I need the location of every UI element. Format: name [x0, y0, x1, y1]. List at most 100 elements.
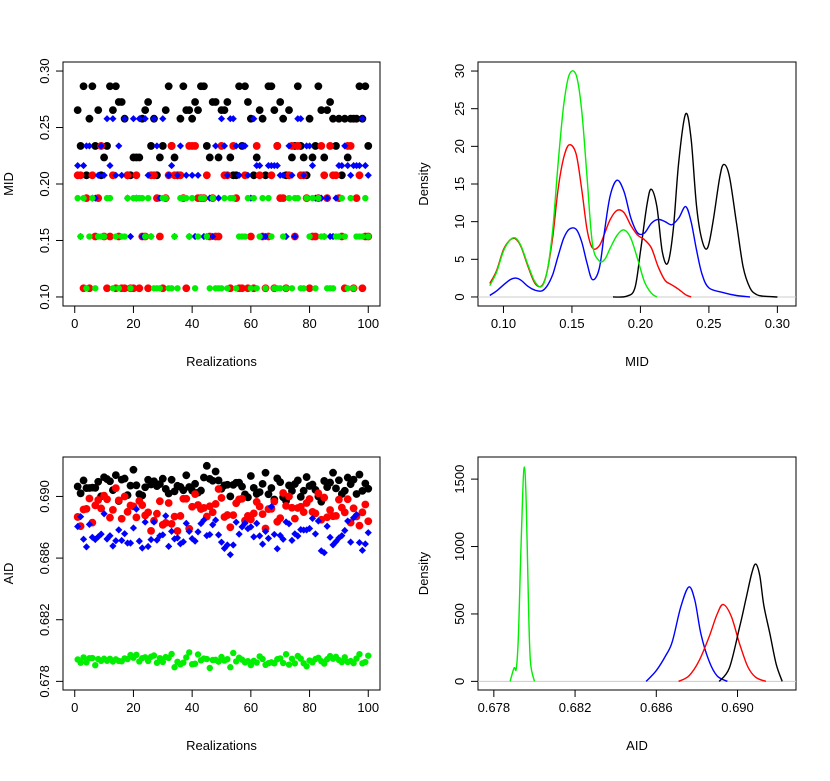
density-curve-series-1: [612, 112, 778, 298]
point-series-2: [138, 501, 147, 509]
point-series-4: [139, 194, 146, 202]
point-series-1: [323, 106, 332, 115]
point-series-2: [85, 494, 94, 503]
point-series-3: [264, 534, 273, 542]
point-series-4: [268, 233, 275, 240]
point-series-4: [350, 285, 357, 292]
point-series-4: [156, 285, 164, 292]
point-series-2: [120, 492, 129, 501]
point-series-1: [226, 153, 235, 162]
point-series-2: [103, 495, 111, 504]
point-series-1: [258, 114, 267, 123]
x-tick-label: 0.690: [721, 700, 754, 715]
point-series-1: [276, 98, 285, 106]
point-series-3: [162, 512, 170, 520]
point-series-1: [158, 474, 167, 483]
point-series-4: [315, 194, 322, 202]
point-series-1: [202, 461, 211, 470]
point-series-1: [308, 153, 317, 162]
point-series-2: [97, 504, 106, 513]
point-series-4: [338, 658, 346, 666]
y-tick-label: 0.690: [37, 480, 52, 513]
point-series-3: [223, 171, 231, 179]
x-axis-label: Realizations: [186, 354, 257, 369]
point-series-2: [214, 485, 223, 493]
point-series-3: [212, 516, 220, 524]
point-series-3: [344, 517, 352, 525]
point-series-2: [252, 142, 261, 150]
point-series-1: [135, 153, 144, 162]
y-tick-label: 0.678: [37, 665, 52, 698]
point-series-4: [92, 661, 99, 669]
point-series-1: [141, 483, 150, 492]
point-series-1: [185, 106, 194, 115]
point-series-3: [326, 533, 334, 541]
panel-4: 0.678 0.682 0.686 0.690 0 500 1000 1500 AID Densi…: [416, 456, 797, 753]
point-series-3: [100, 171, 108, 179]
point-series-1: [211, 98, 220, 106]
point-series-4: [80, 654, 87, 661]
point-series-4: [89, 194, 96, 202]
point-series-2: [282, 501, 290, 510]
point-series-2: [238, 284, 246, 293]
point-series-1: [270, 106, 279, 115]
point-series-3: [106, 532, 114, 540]
point-series-3: [118, 536, 126, 545]
density-curve-series-3: [489, 179, 751, 298]
point-series-4: [112, 233, 120, 240]
point-series-2: [332, 512, 340, 520]
point-series-4: [186, 649, 193, 656]
point-series-3: [97, 142, 105, 150]
point-series-4: [262, 285, 269, 292]
y-tick-label: 500: [452, 603, 467, 625]
point-series-3: [100, 510, 108, 518]
point-series-3: [279, 171, 287, 179]
point-series-3: [341, 142, 349, 150]
point-series-4: [159, 658, 166, 666]
point-series-1: [205, 153, 214, 162]
x-tick-label: 0.678: [478, 700, 511, 715]
point-series-4: [168, 285, 175, 292]
point-series-4: [89, 654, 96, 662]
point-series-2: [288, 503, 296, 512]
point-series-3: [232, 142, 240, 150]
point-series-1: [155, 153, 164, 162]
point-series-4: [365, 233, 372, 240]
point-series-1: [326, 478, 335, 487]
point-series-3: [320, 549, 328, 557]
point-series-2: [155, 497, 164, 506]
point-series-3: [220, 142, 229, 150]
point-series-3: [282, 518, 290, 526]
point-series-2: [211, 500, 220, 508]
y-axis-label: AID: [1, 563, 16, 585]
point-series-1: [258, 480, 267, 488]
point-series-1: [164, 82, 173, 91]
point-series-2: [355, 171, 364, 180]
point-series-1: [314, 82, 323, 91]
point-series-4: [188, 194, 196, 202]
point-series-4: [141, 233, 149, 240]
point-series-4: [259, 194, 266, 202]
point-series-2: [199, 504, 208, 512]
point-series-4: [194, 651, 202, 658]
point-series-1: [285, 106, 293, 115]
point-series-2: [223, 511, 232, 519]
point-series-4: [285, 194, 293, 202]
point-series-3: [247, 523, 255, 531]
point-series-2: [364, 517, 373, 526]
point-series-2: [82, 504, 91, 513]
point-series-2: [214, 232, 223, 241]
point-series-3: [156, 532, 164, 540]
point-series-3: [241, 519, 249, 527]
point-series-3: [335, 534, 343, 542]
point-series-1: [332, 484, 340, 493]
point-series-3: [223, 541, 231, 549]
point-series-3: [138, 544, 146, 552]
point-series-1: [73, 482, 82, 491]
point-series-1: [244, 493, 252, 502]
point-series-2: [144, 508, 153, 517]
x-tick-label: 0: [71, 700, 78, 715]
plot-frame: [477, 61, 797, 307]
point-series-4: [80, 194, 87, 202]
y-tick-label: 0: [452, 678, 467, 685]
